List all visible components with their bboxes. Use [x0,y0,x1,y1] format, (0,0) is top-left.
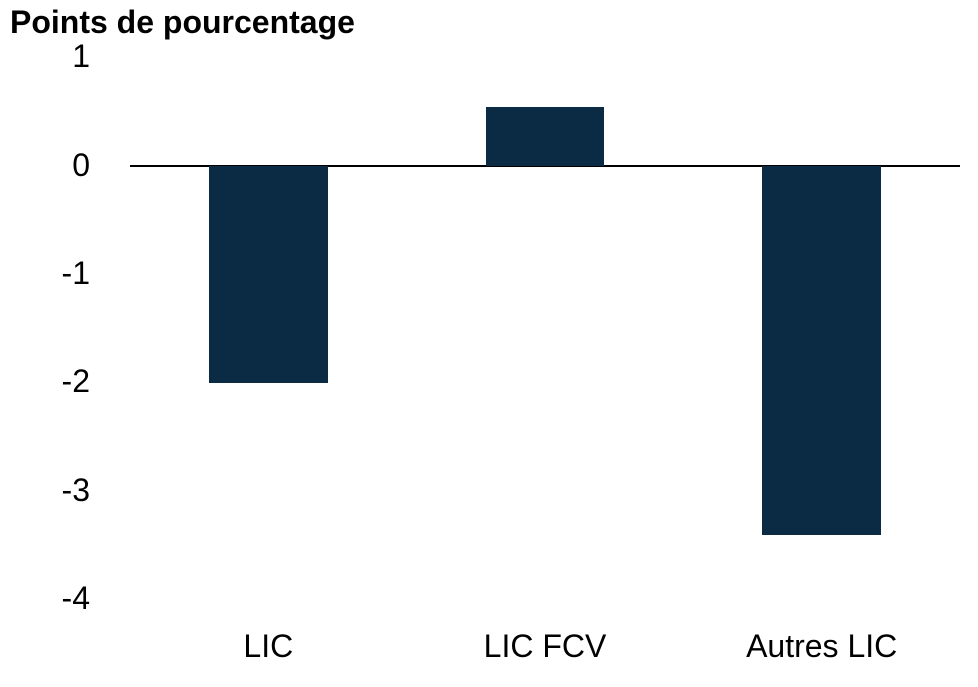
x-tick-label: LIC [130,628,407,665]
y-tick-label: 0 [0,147,90,184]
chart-title: Points de pourcentage [10,4,355,41]
bar [209,166,328,383]
bar-chart: Points de pourcentage 1 0 -1 -2 -3 -4 LICLIC … [0,0,978,687]
x-tick-label: Autres LIC [683,628,960,665]
y-tick-label: -2 [0,363,90,400]
y-tick-label: -3 [0,472,90,509]
y-tick-label: 1 [0,38,90,75]
bar [762,166,881,535]
bar [486,107,605,167]
y-tick-label: -1 [0,255,90,292]
x-tick-label: LIC FCV [407,628,684,665]
y-tick-label: -4 [0,580,90,617]
